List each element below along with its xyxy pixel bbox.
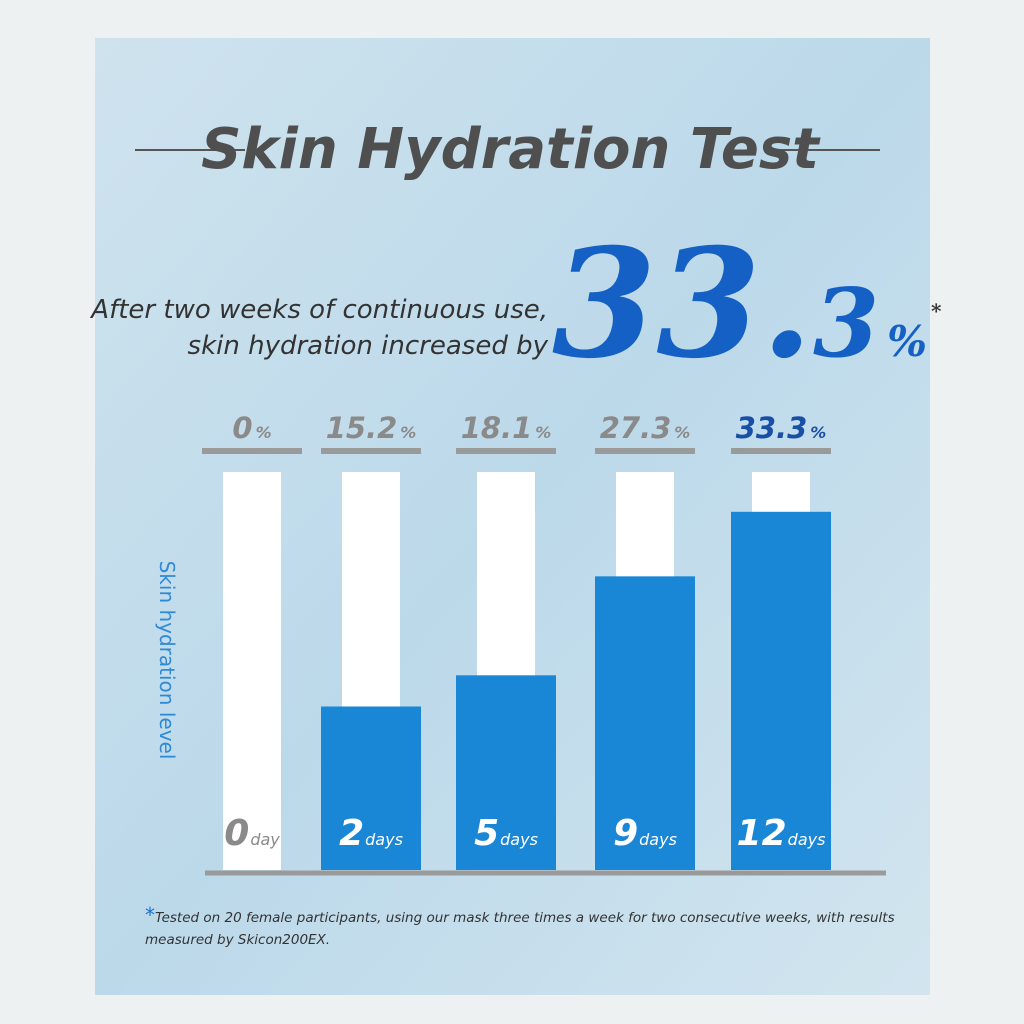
headline-value-decimal: 3: [813, 268, 879, 379]
x-tick-label: 2days: [339, 813, 403, 854]
headline-unit: %: [887, 317, 927, 366]
category-number: 12: [737, 813, 787, 854]
category-unit: days: [500, 830, 538, 849]
category-unit: days: [639, 830, 677, 849]
category-number: 0: [224, 813, 249, 854]
value-label: 27.3%: [600, 411, 691, 445]
value-label: 15.2%: [326, 411, 417, 445]
headline: After two weeks of continuous use,: [89, 295, 548, 325]
headline-value-main: 33.: [552, 216, 813, 392]
category-unit: days: [788, 830, 826, 849]
headline-mark: *: [931, 299, 942, 323]
bar: [321, 706, 421, 870]
x-tick-label: 0day: [224, 813, 280, 854]
headline: skin hydration increased by: [188, 331, 549, 361]
value-label: 0%: [232, 411, 271, 445]
footnote: *Tested on 20 female participants, using…: [145, 903, 895, 927]
y-axis-label: Skin hydration level: [155, 561, 179, 760]
category-unit: days: [365, 830, 403, 849]
bar: [731, 511, 831, 870]
x-tick-label: 12days: [737, 813, 826, 854]
category-unit: day: [250, 830, 280, 849]
bar-background: [223, 472, 281, 870]
chart-title: Skin Hydration Test: [201, 117, 821, 182]
category-number: 5: [474, 813, 499, 854]
x-tick-label: 5days: [474, 813, 538, 854]
footnote-mark: *: [145, 903, 155, 927]
footnote-line: Tested on 20 female participants, using …: [155, 910, 895, 926]
x-tick-label: 9days: [613, 813, 677, 854]
footnote-line: measured by Skicon200EX.: [145, 932, 330, 948]
category-number: 9: [613, 813, 638, 854]
bar: [595, 576, 695, 870]
value-label: 18.1%: [461, 411, 552, 445]
value-label: 33.3%: [736, 411, 827, 445]
category-number: 2: [339, 813, 364, 854]
bar: [456, 675, 556, 870]
headline-value: 33.3 %*: [552, 216, 942, 392]
